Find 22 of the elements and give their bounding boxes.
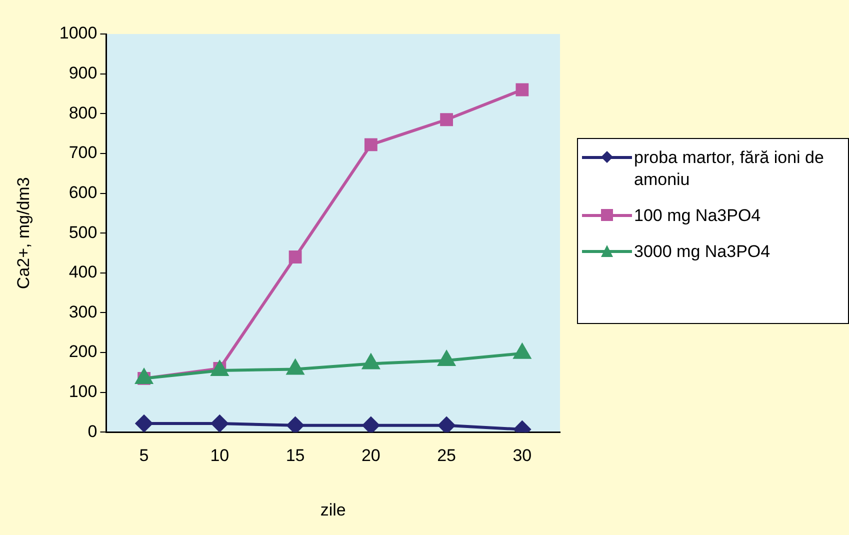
x-tick-label: 25 (437, 446, 456, 466)
legend-label: 3000 mg Na3PO4 (634, 241, 770, 263)
x-axis-title: zile (320, 500, 346, 520)
x-tick-label: 30 (512, 446, 532, 466)
y-tick-label: 0 (88, 422, 98, 441)
y-tick-label: 200 (68, 342, 98, 362)
y-tick-label: 900 (68, 64, 98, 83)
x-tick-label: 15 (286, 446, 305, 466)
x-tick-label: 20 (361, 446, 380, 466)
y-tick-label: 500 (68, 222, 98, 242)
y-tick-label: 800 (68, 103, 98, 122)
y-tick-label: 400 (68, 262, 98, 282)
y-tick-label: 300 (68, 302, 98, 322)
y-tick-label: 100 (68, 382, 98, 402)
x-tick-label: 10 (210, 446, 230, 466)
y-tick-label: 600 (68, 182, 98, 202)
legend-label: 100 mg Na3PO4 (634, 205, 761, 227)
y-tick-label: 700 (68, 143, 98, 162)
y-axis-title: Ca2+, mg/dm3 (14, 177, 33, 290)
y-tick-label: 1000 (59, 24, 98, 43)
legend-label: proba martor, fără ioni de amoniu (634, 147, 825, 191)
x-tick-label: 5 (139, 446, 149, 466)
